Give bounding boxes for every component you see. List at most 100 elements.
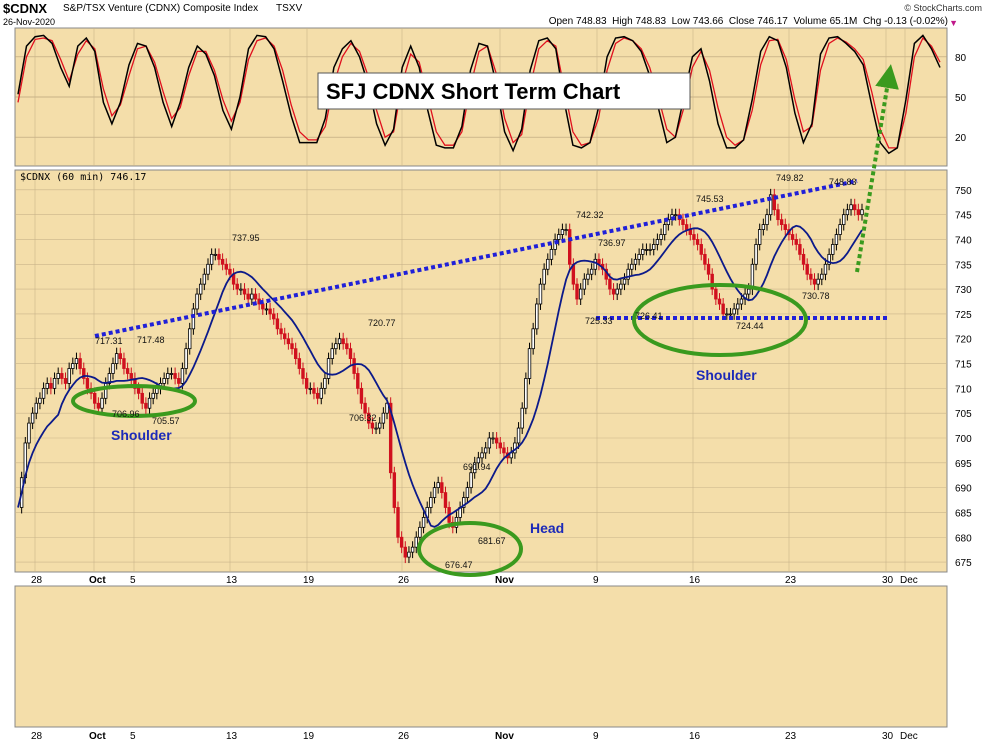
price-annotation: 736.97 <box>598 238 626 248</box>
candle-body <box>443 492 448 508</box>
candle-body <box>710 273 714 290</box>
candle-body <box>842 214 846 225</box>
candle-body <box>114 353 119 364</box>
price-tick: 720 <box>955 335 972 346</box>
candle-body <box>578 288 583 300</box>
candle-body <box>498 442 502 449</box>
candle-body <box>100 397 104 409</box>
candle-body <box>399 536 404 548</box>
price-tick: 730 <box>955 285 972 296</box>
candle-body <box>473 462 477 474</box>
candle-body <box>144 402 148 409</box>
price-gridlines <box>15 170 947 572</box>
candle-body <box>717 298 722 305</box>
candle-body <box>78 358 82 369</box>
candle-body <box>122 358 126 369</box>
candle-body <box>816 278 820 285</box>
candle-body <box>202 273 207 285</box>
stochastic-tick-labels: 80 50 20 <box>955 53 967 144</box>
price-annotation: 749.82 <box>776 173 804 183</box>
price-annotation: 737.95 <box>232 233 260 243</box>
x-tick: 5 <box>130 731 136 742</box>
candlestick-series <box>19 188 864 564</box>
stochastic-lines <box>17 34 941 155</box>
candle-body <box>180 368 185 384</box>
candle-body <box>272 313 276 320</box>
candle-body <box>465 487 470 498</box>
candle-body <box>283 333 287 340</box>
down-triangle-icon: ▼ <box>949 18 958 28</box>
candle-body <box>739 298 744 305</box>
candle-body <box>323 378 327 389</box>
x-tick: 28 <box>31 575 43 586</box>
candle-body <box>491 437 495 440</box>
candle-body <box>250 293 254 300</box>
candle-body <box>129 373 133 379</box>
candle-body <box>217 253 221 260</box>
candle-body <box>345 343 349 350</box>
candle-body <box>27 422 31 444</box>
candle-body <box>626 268 630 280</box>
candle-body <box>575 283 579 300</box>
price-tick: 750 <box>955 186 972 197</box>
stochastic-tick: 80 <box>955 53 967 64</box>
candle-body <box>812 278 817 285</box>
candle-body <box>166 373 170 379</box>
candle-body <box>699 244 703 255</box>
candle-body <box>151 392 155 399</box>
symbol: $CDNX <box>3 1 48 16</box>
candle-body <box>195 293 199 310</box>
candle-body <box>359 387 364 404</box>
x-tick: Oct <box>89 731 106 742</box>
x-tick: Oct <box>89 575 106 586</box>
candle-body <box>502 447 506 454</box>
candle-body <box>747 288 751 295</box>
candle-body <box>732 308 736 315</box>
x-tick: Nov <box>495 575 514 586</box>
candle-body <box>367 412 371 424</box>
candle-body <box>385 402 389 414</box>
candle-body <box>630 263 634 270</box>
candle-body <box>381 412 386 424</box>
candle-body <box>118 353 123 359</box>
candle-body <box>38 397 42 404</box>
chart-title: SFJ CDNX Short Term Chart <box>326 79 621 104</box>
price-annotation: 706.32 <box>349 413 377 423</box>
x-tick: 19 <box>303 731 315 742</box>
candle-body <box>30 412 35 424</box>
price-annotation: 726.41 <box>635 311 663 321</box>
price-tick: 740 <box>955 235 972 246</box>
candle-body <box>790 234 795 240</box>
price-annotation: 676.47 <box>445 560 473 570</box>
candle-body <box>82 368 86 379</box>
price-annotation: 745.53 <box>696 194 724 204</box>
x-tick: 5 <box>130 575 136 586</box>
candle-body <box>564 229 568 231</box>
candle-body <box>198 283 203 295</box>
candle-body <box>776 209 780 221</box>
candle-body <box>173 373 177 379</box>
candle-body <box>476 457 481 464</box>
price-annotation: 742.32 <box>576 210 604 220</box>
candle-body <box>761 224 766 230</box>
candle-body <box>823 263 828 275</box>
x-tick: 13 <box>226 575 238 586</box>
candle-body <box>520 407 524 429</box>
candle-body <box>801 253 806 265</box>
candle-body <box>286 338 291 345</box>
candle-body <box>213 253 217 256</box>
candle-body <box>388 402 393 474</box>
candle-body <box>410 546 415 553</box>
price-tick: 710 <box>955 384 972 395</box>
candle-body <box>206 263 210 275</box>
candle-body <box>531 328 535 350</box>
candle-body <box>648 249 652 251</box>
candle-body <box>96 402 101 409</box>
price-tick: 675 <box>955 558 972 569</box>
candle-body <box>805 263 809 275</box>
x-axis-upper: 28 Oct 5 13 19 26 Nov 9 16 23 30 Dec <box>31 575 918 586</box>
candle-body <box>633 258 638 265</box>
candle-body <box>188 328 192 350</box>
x-tick: 26 <box>398 731 410 742</box>
price-panel <box>14 169 948 573</box>
